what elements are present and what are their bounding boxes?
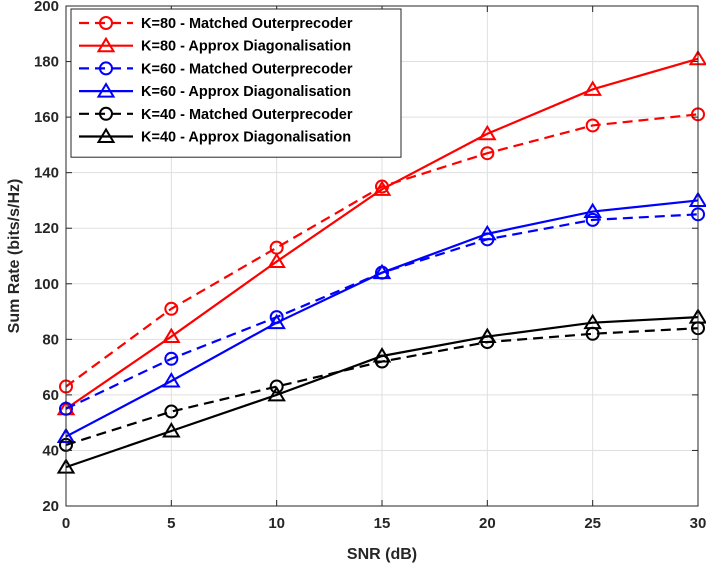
legend-marker	[99, 106, 113, 121]
data-point	[164, 351, 179, 366]
data-point	[267, 252, 286, 269]
data-point	[164, 404, 179, 419]
data-point	[372, 180, 392, 196]
legend-entry: K=60 - Matched Outerprecoder	[141, 61, 353, 77]
data-point	[480, 146, 495, 161]
x-axis-label: SNR (dB)	[347, 546, 417, 563]
data-point	[267, 385, 286, 402]
y-tick-label: 140	[34, 165, 59, 182]
data-point	[585, 212, 600, 227]
series-line	[65, 113, 699, 388]
legend-entry: K=40 - Matched Outerprecoder	[141, 107, 353, 123]
series-line	[65, 199, 699, 438]
data-point	[372, 347, 392, 363]
data-point	[478, 224, 497, 241]
x-tick-label: 30	[690, 515, 706, 532]
data-point	[478, 124, 497, 141]
x-tick-label: 10	[268, 515, 285, 532]
axis-ticks: 0 5 10 15 20 25 30 20 40 60 80 100 120 140 160 180 200	[34, 0, 706, 532]
legend-marker	[99, 16, 113, 30]
y-tick-label: 60	[42, 387, 59, 404]
data-point	[583, 202, 602, 219]
data-point	[164, 301, 179, 316]
data-point	[583, 313, 602, 330]
x-tick-label: 20	[479, 515, 496, 532]
y-tick-label: 120	[34, 220, 59, 237]
series-6	[56, 308, 706, 474]
data-point	[162, 327, 181, 344]
series-line	[65, 57, 699, 410]
y-tick-label: 40	[42, 442, 59, 459]
legend-marker	[99, 61, 113, 76]
data-point	[162, 422, 181, 438]
x-tick-label: 15	[374, 515, 391, 532]
y-tick-label: 100	[34, 276, 59, 293]
x-tick-label: 5	[167, 515, 175, 532]
legend: K=80 - Matched Outerprecoder K=80 - Appro…	[70, 8, 402, 158]
data-point	[267, 313, 286, 330]
legend-box	[70, 8, 402, 158]
data-point	[269, 379, 284, 394]
series-line	[65, 316, 699, 469]
y-tick-label: 180	[34, 54, 59, 71]
data-point	[585, 118, 600, 133]
x-tick-label: 0	[62, 515, 70, 532]
x-tick-label: 25	[584, 515, 601, 532]
legend-entry: K=80 - Approx Diagonalisation	[141, 39, 351, 55]
legend-marker	[96, 127, 116, 143]
legend-marker	[96, 36, 116, 53]
y-tick-label: 200	[34, 0, 59, 15]
data-point	[162, 372, 181, 388]
data-point	[372, 263, 392, 280]
legend-entry: K=40 - Approx Diagonalisation	[141, 130, 351, 146]
y-tick-label: 160	[34, 109, 59, 126]
y-tick-label: 80	[42, 331, 59, 348]
legend-marker	[96, 82, 116, 98]
legend-entry: K=80 - Matched Outerprecoder	[141, 16, 353, 32]
data-point	[478, 327, 497, 344]
data-point	[583, 80, 602, 96]
y-tick-label: 20	[42, 498, 59, 515]
legend-entry: K=60 - Approx Diagonalisation	[141, 84, 351, 100]
y-axis-label: Sum Rate (bits/s/Hz)	[6, 179, 23, 334]
